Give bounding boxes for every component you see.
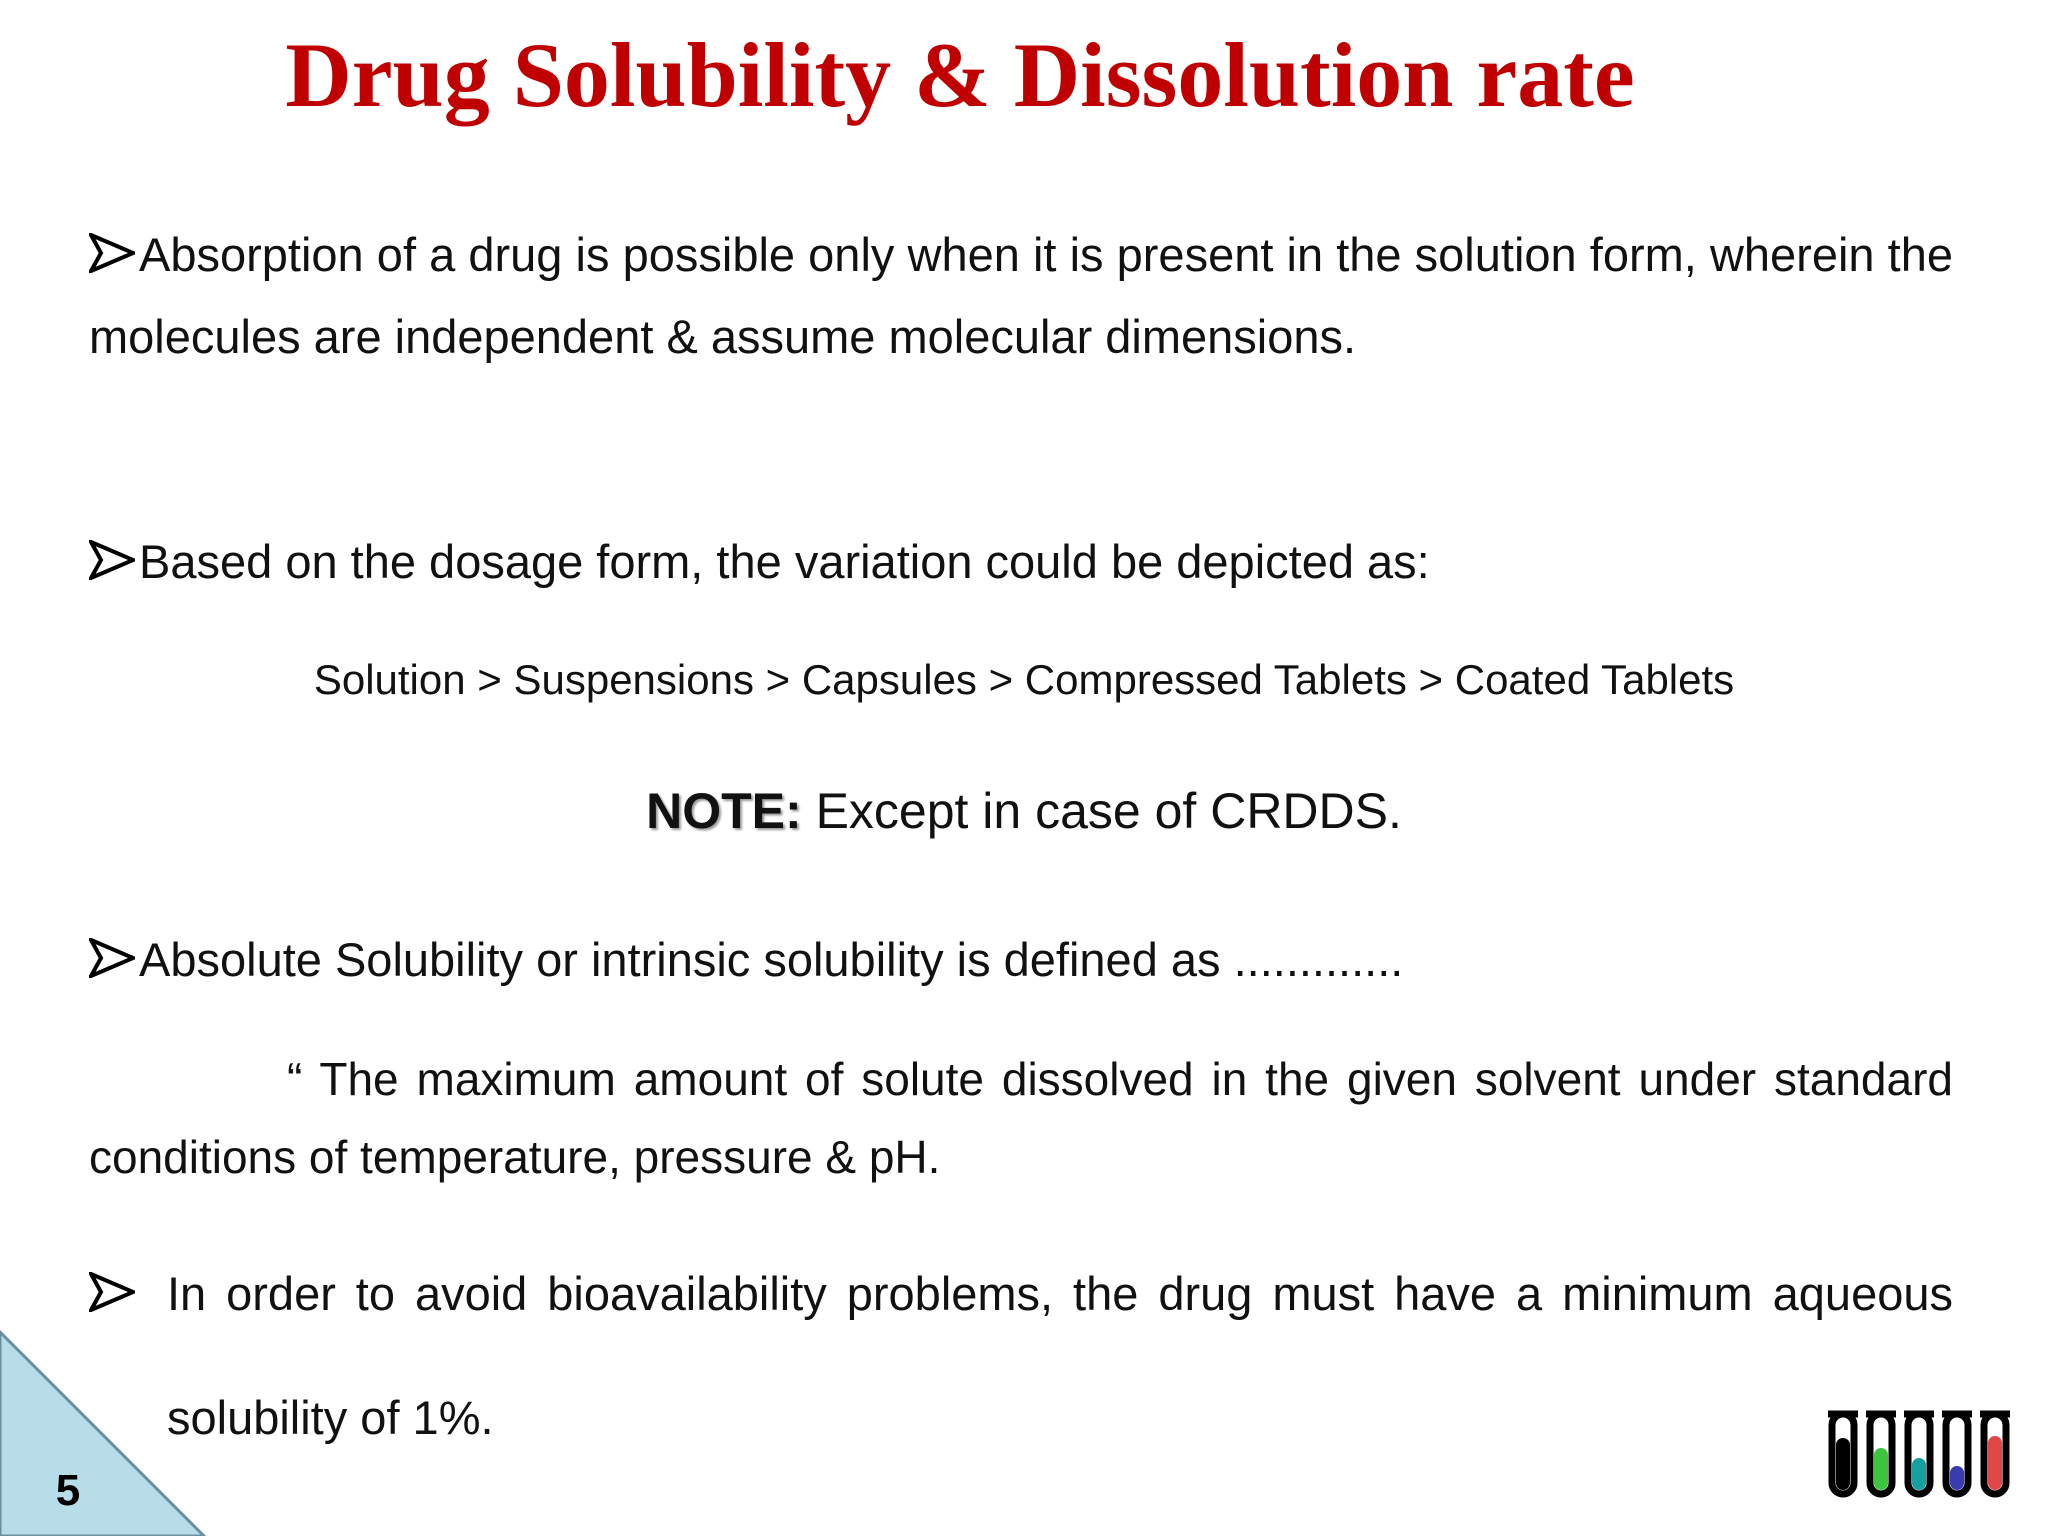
slide-title: Drug Solubility & Dissolution rate — [285, 24, 1635, 126]
bullet-arrow — [89, 938, 135, 978]
bullet-text: Based on the dosage form, the variation … — [139, 535, 1430, 588]
bullet-text: Absorption of a drug is possible only wh… — [89, 228, 1953, 363]
bullet-arrow — [89, 540, 135, 580]
bullet-arrow — [89, 233, 135, 273]
bullet: Absolute Solubility or intrinsic solubil… — [89, 919, 1953, 1001]
definition: “ The maximum amount of solute dissolved… — [89, 1053, 1953, 1183]
bullet-text: In order to avoid bioavailability proble… — [167, 1267, 1953, 1444]
note: NOTE: Except in case of CRDDS. — [0, 782, 2048, 840]
note-text: Except in case of CRDDS. — [815, 783, 1402, 839]
bullet: Absorption of a drug is possible only wh… — [89, 214, 1953, 378]
test-tubes-icon — [1828, 1410, 2010, 1498]
bullet-arrow — [89, 1272, 135, 1312]
page-number: 5 — [56, 1466, 80, 1515]
note-label: NOTE: — [646, 783, 802, 839]
corner-decoration: 5 — [0, 1329, 207, 1536]
bullet: In order to avoid bioavailability proble… — [89, 1232, 1953, 1444]
ranking: Solution > Suspensions > Capsules > Comp… — [313, 656, 1735, 703]
bullet: Based on the dosage form, the variation … — [89, 521, 1953, 603]
bullet-text: Absolute Solubility or intrinsic solubil… — [139, 933, 1404, 986]
